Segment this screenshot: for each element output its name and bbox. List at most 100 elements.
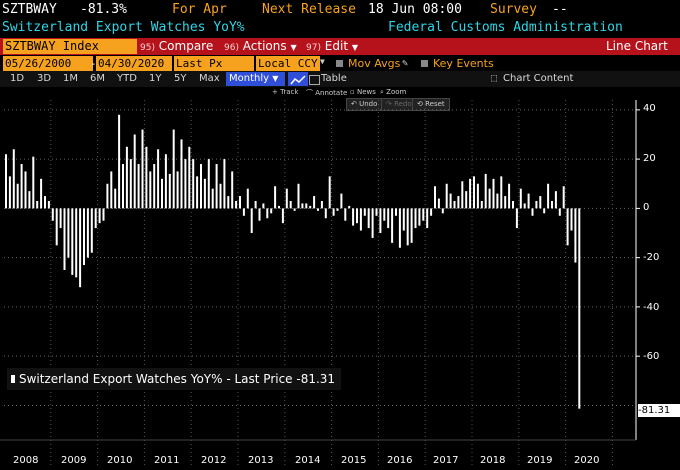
data-bar <box>246 188 249 209</box>
data-bar <box>336 208 339 211</box>
data-bar <box>348 205 351 209</box>
data-bar <box>379 208 382 234</box>
pencil-icon[interactable]: ✎ <box>402 58 409 69</box>
data-bar <box>153 164 156 209</box>
data-bar <box>391 208 394 243</box>
data-bar <box>301 203 304 209</box>
next-release-value: 18 Jun 08:00 <box>368 2 462 17</box>
table-icon[interactable] <box>309 75 320 85</box>
data-bar <box>262 203 265 209</box>
key-events-label[interactable]: Key Events <box>433 57 494 70</box>
data-bar <box>196 176 199 209</box>
field-selector-text: Last Px <box>176 57 223 70</box>
range-bar <box>0 71 680 87</box>
data-bar <box>309 205 312 209</box>
data-bar <box>398 208 401 248</box>
field-selector[interactable]: Last Px <box>174 56 254 71</box>
x-tick-label: 2016 <box>387 455 413 466</box>
frequency-selector[interactable]: Monthly ▼ <box>226 72 285 86</box>
chart-content-button[interactable]: Chart Content <box>503 73 574 84</box>
mov-avgs-label[interactable]: Mov Avgs <box>348 57 401 70</box>
ticker-symbol: SZTBWAY <box>2 2 57 17</box>
data-bar <box>79 208 82 288</box>
news-tool[interactable]: ▫ News <box>350 88 376 96</box>
last-price-tag-text: -81.31 <box>638 405 671 416</box>
data-bar <box>535 200 538 209</box>
y-tick-label: 20 <box>643 153 656 164</box>
reset-button[interactable]: ⟲ Reset <box>412 98 450 111</box>
data-bar <box>558 208 561 216</box>
chevron-down-icon[interactable]: ▼ <box>320 57 325 66</box>
data-bar <box>547 183 550 209</box>
data-bar <box>110 171 113 209</box>
data-bar <box>266 208 269 219</box>
line-chart-icon[interactable] <box>288 72 308 86</box>
range-3d[interactable]: 3D <box>37 73 52 84</box>
data-bar <box>523 203 526 209</box>
data-bar <box>461 181 464 209</box>
x-tick-label: 2019 <box>527 455 553 466</box>
key-events-checkbox[interactable] <box>421 60 428 67</box>
data-bar <box>554 191 557 209</box>
edit-button[interactable]: 97) Edit ▼ <box>306 39 358 54</box>
data-bar <box>578 208 581 409</box>
table-button[interactable]: Table <box>321 73 347 84</box>
range-ytd[interactable]: YTD <box>117 73 137 84</box>
security-field[interactable]: SZTBWAY Index <box>3 39 137 54</box>
data-bar <box>356 208 358 224</box>
data-bar <box>383 208 386 221</box>
range-1d[interactable]: 1D <box>10 73 25 84</box>
x-tick-label: 2010 <box>107 455 133 466</box>
range-1y[interactable]: 1Y <box>149 73 162 84</box>
data-bar <box>418 208 421 226</box>
data-bar <box>278 205 280 209</box>
data-bar <box>129 159 132 209</box>
compare-button[interactable]: 95) Compare <box>140 39 213 54</box>
range-1m[interactable]: 1M <box>63 73 78 84</box>
range-max[interactable]: Max <box>199 73 220 84</box>
survey-label: Survey <box>490 2 537 17</box>
data-bar <box>500 176 503 209</box>
range-5y[interactable]: 5Y <box>174 73 187 84</box>
mov-avgs-checkbox[interactable] <box>336 60 343 67</box>
currency-selector[interactable]: Local CCY <box>256 56 320 71</box>
track-tool[interactable]: + Track <box>272 88 299 96</box>
chart-content-icon[interactable]: ⬚ <box>491 73 498 84</box>
actions-button[interactable]: 96) Actions ▼ <box>224 39 297 54</box>
end-date-field[interactable]: 04/30/2020 <box>96 56 172 71</box>
data-bar <box>422 208 425 221</box>
data-bar <box>44 196 46 209</box>
compare-num: 95) <box>140 43 155 53</box>
data-bar <box>352 208 355 226</box>
data-bar <box>200 164 202 209</box>
data-bar <box>281 208 284 224</box>
chevron-down-icon: ▼ <box>351 43 359 52</box>
data-bar <box>488 188 491 209</box>
range-6m[interactable]: 6M <box>90 73 105 84</box>
data-bar <box>297 183 300 209</box>
zoom-tool[interactable]: ⌕ Zoom <box>380 88 407 96</box>
data-bar <box>145 146 148 209</box>
start-date-field[interactable]: 05/26/2000 <box>3 56 93 71</box>
compare-label: Compare <box>158 39 214 53</box>
data-bar <box>59 208 62 229</box>
annotate-tool[interactable]: ⌒ Annotate <box>306 89 348 97</box>
security-field-text: SZTBWAY Index <box>5 39 99 53</box>
x-tick-label: 2009 <box>61 455 87 466</box>
data-bar <box>188 146 191 209</box>
data-bar <box>570 208 573 231</box>
data-bar <box>32 156 35 209</box>
data-bar <box>254 200 257 209</box>
data-bar <box>270 208 273 214</box>
data-bar <box>63 208 66 270</box>
data-bar <box>492 178 495 209</box>
data-bar <box>469 178 472 209</box>
data-bar <box>508 183 511 209</box>
series-title: Switzerland Export Watches YoY% <box>2 20 245 35</box>
annotate-tool-label: Annotate <box>315 89 348 97</box>
data-bar <box>504 196 507 209</box>
next-release-label: Next Release <box>262 2 356 17</box>
data-bar <box>94 208 97 229</box>
data-bar <box>12 149 15 209</box>
date-separator: - <box>90 57 97 70</box>
